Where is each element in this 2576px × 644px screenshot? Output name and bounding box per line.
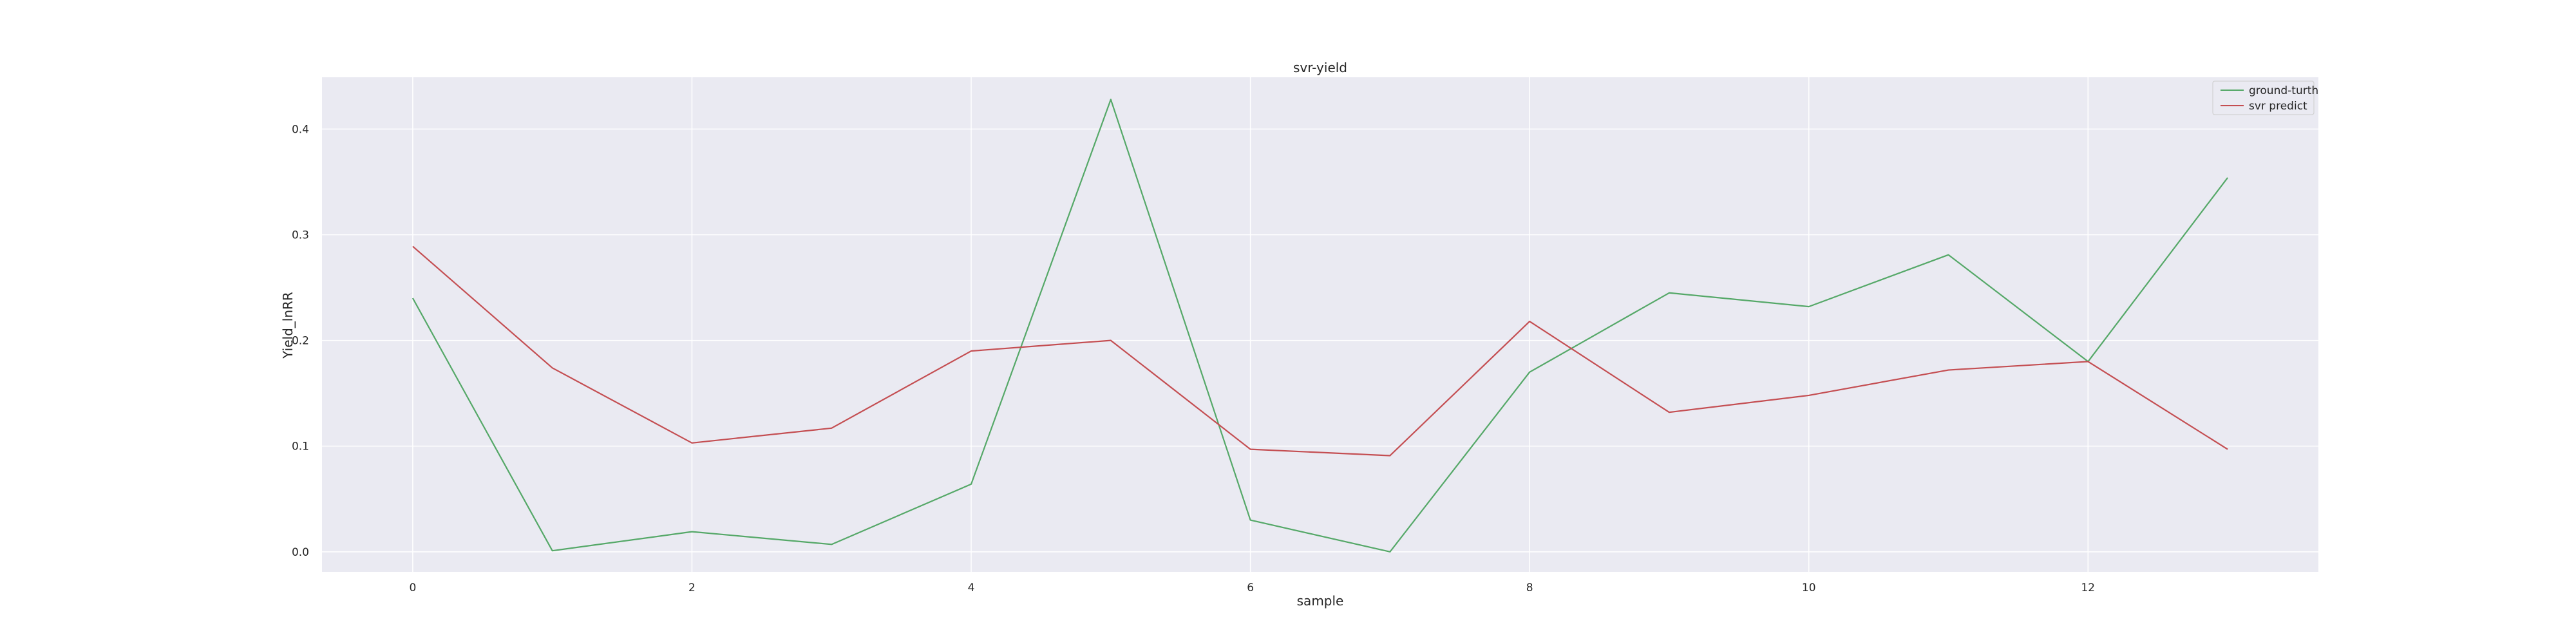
grid	[322, 77, 2318, 572]
x-tick-label: 0	[409, 582, 416, 594]
y-tick-label: 0.0	[292, 546, 309, 559]
x-tick-label: 12	[2081, 582, 2095, 594]
y-tick-label: 0.4	[292, 123, 309, 136]
y-tick-label: 0.3	[292, 229, 309, 242]
plot-area	[322, 77, 2318, 572]
y-axis-label: Yield_lnRR	[280, 292, 296, 359]
y-tick-label: 0.2	[292, 335, 309, 348]
tick-labels: 0 2 4 6 8 10 12 0.0 0.1 0.2 0.3 0.4	[292, 123, 2095, 594]
legend-label-svr-predict: svr predict	[2249, 100, 2307, 113]
x-tick-label: 2	[688, 582, 696, 594]
y-tick-label: 0.1	[292, 440, 309, 453]
x-tick-label: 4	[968, 582, 975, 594]
x-tick-label: 6	[1247, 582, 1254, 594]
x-axis-label: sample	[1297, 593, 1344, 609]
x-tick-label: 10	[1802, 582, 1816, 594]
series-line-ground-turth	[412, 99, 2228, 553]
series-line-svr-predict	[412, 245, 2228, 457]
legend: ground-turth svr predict	[2212, 80, 2318, 115]
series-lines	[412, 99, 2228, 553]
x-tick-label: 8	[1526, 582, 1533, 594]
legend-label-ground-turth: ground-turth	[2249, 84, 2318, 97]
chart-title: svr-yield	[1293, 60, 1347, 75]
